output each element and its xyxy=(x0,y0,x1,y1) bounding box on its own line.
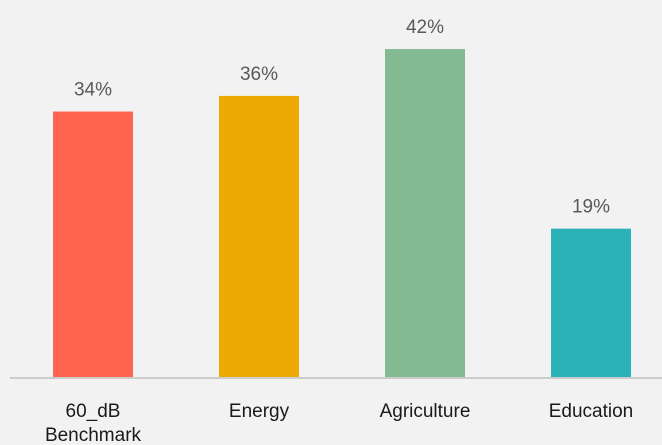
value-label-0: 34% xyxy=(74,80,112,101)
category-label-3: Education xyxy=(549,401,634,422)
bar-1 xyxy=(219,95,299,378)
value-label-1: 36% xyxy=(240,64,278,85)
category-label-0-line-0: 60_dB xyxy=(66,401,121,422)
bars-group xyxy=(53,49,631,378)
bar-3 xyxy=(551,228,631,377)
category-label-0-line-1: Benchmark xyxy=(45,425,142,445)
category-label-1: Energy xyxy=(229,401,290,422)
bar-2 xyxy=(385,49,465,378)
value-label-2: 42% xyxy=(406,17,444,38)
value-labels-group: 34% 36% 42% 19% xyxy=(74,17,610,218)
value-label-3: 19% xyxy=(572,197,610,218)
bar-0 xyxy=(53,111,133,377)
category-label-2: Agriculture xyxy=(380,401,471,422)
category-labels-group: 60_dB Benchmark Energy Agriculture Education xyxy=(45,401,633,445)
